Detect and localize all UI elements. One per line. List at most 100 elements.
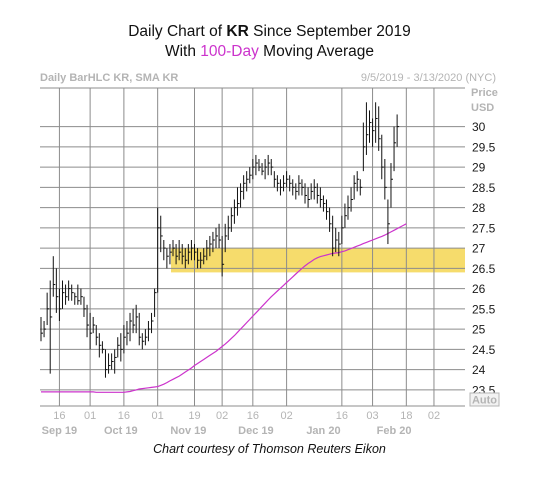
subtitle-accent: 100-Day: [200, 43, 259, 60]
price-bar: [249, 167, 252, 184]
price-bar: [200, 252, 203, 269]
price-bar: [224, 223, 228, 253]
price-bar: [187, 244, 191, 265]
price-bar: [304, 183, 308, 204]
currency-label: USD: [471, 102, 494, 114]
price-bar: [212, 231, 215, 253]
price-bar: [144, 329, 148, 346]
price-bar: [375, 102, 378, 143]
price-bar: [178, 240, 182, 261]
price-bar: [135, 304, 139, 334]
price-bar: [61, 280, 65, 309]
price-bar: [132, 308, 136, 334]
price-bar: [184, 248, 188, 269]
x-day-label: 16: [53, 410, 65, 422]
price-bar: [160, 215, 163, 253]
price-bar: [80, 288, 83, 305]
x-day-label: 02: [280, 410, 292, 422]
price-bar: [55, 268, 59, 313]
price-bar: [117, 337, 120, 358]
subtitle-prefix: With: [164, 43, 201, 60]
price-bar: [353, 175, 357, 200]
price-chart[interactable]: Daily BarHLC KR, SMA KR 9/5/2019 - 3/13/…: [0, 0, 539, 440]
price-bar: [83, 296, 86, 317]
price-bar: [276, 175, 280, 192]
price-bar: [129, 312, 133, 342]
price-bar: [338, 231, 341, 257]
price-bar: [221, 235, 225, 277]
price-bar: [240, 183, 243, 208]
price-bar: [154, 288, 157, 317]
price-bar: [319, 187, 323, 208]
price-bar: [163, 240, 166, 261]
price-bar: [43, 321, 47, 338]
x-month-label: Oct 19: [104, 425, 138, 437]
y-tick-label: 24: [472, 363, 486, 377]
price-bar: [365, 102, 369, 155]
price-bar: [104, 349, 108, 378]
price-bar: [190, 240, 194, 261]
price-bar: [381, 134, 384, 180]
y-tick-label: 25: [472, 323, 486, 337]
title-prefix: Daily Chart of: [128, 23, 227, 40]
price-bar: [359, 179, 363, 196]
x-day-label: 01: [152, 410, 164, 422]
x-month-label: Nov 19: [170, 425, 206, 437]
y-tick-label: 29: [472, 161, 486, 175]
price-bar: [322, 195, 326, 212]
price-bar: [157, 207, 160, 293]
price-bar: [295, 183, 298, 200]
price-bar: [286, 171, 289, 188]
price-bar: [246, 171, 249, 192]
auto-scale-button[interactable]: Auto: [469, 392, 500, 407]
price-bar: [89, 312, 93, 350]
price-bar: [316, 183, 320, 204]
price-bar: [123, 325, 126, 354]
price-bar: [111, 353, 114, 370]
x-day-label: 19: [188, 410, 200, 422]
price-bar: [120, 333, 123, 362]
price-bar: [387, 199, 390, 245]
price-bar: [49, 280, 53, 374]
x-day-label: 16: [118, 410, 130, 422]
price-bar: [172, 240, 176, 257]
price-bar: [396, 114, 400, 147]
price-bar: [126, 321, 129, 346]
sma-line: [41, 223, 407, 393]
price-bar: [68, 280, 71, 301]
price-bar: [378, 106, 381, 151]
price-bar: [40, 316, 43, 342]
auto-button-label[interactable]: Auto: [472, 395, 497, 407]
price-bar: [347, 195, 350, 220]
auto-button-frame[interactable]: [469, 392, 500, 407]
chart-header-left: Daily BarHLC KR, SMA KR: [40, 72, 178, 84]
price-bar: [230, 207, 234, 232]
price-bar: [372, 118, 375, 147]
x-day-label: 16: [247, 410, 259, 422]
price-bar: [108, 353, 111, 374]
y-tick-label: 25.5: [472, 302, 496, 316]
price-bar: [209, 235, 212, 257]
x-day-label: 02: [216, 410, 228, 422]
x-month-label: Sep 19: [42, 425, 77, 437]
price-bar: [390, 163, 393, 208]
y-tick-label: 27: [472, 242, 486, 256]
y-tick-label: 26.5: [472, 262, 496, 276]
price-bar: [233, 199, 237, 224]
y-tick-label: 29.5: [472, 140, 496, 154]
price-bar: [335, 227, 338, 253]
title-suffix: Since September 2019: [248, 23, 411, 40]
price-bar: [65, 284, 68, 305]
subtitle-suffix: Moving Average: [258, 43, 375, 60]
y-tick-label: 30: [472, 120, 486, 134]
x-month-label: Jan 20: [306, 425, 340, 437]
price-bar: [194, 244, 197, 261]
price-bar: [98, 333, 102, 358]
price-bar: [393, 126, 397, 172]
x-day-label: 01: [84, 410, 96, 422]
x-month-label: Feb 20: [377, 425, 412, 437]
chart-credit: Chart courtesy of Thomson Reuters Eikon: [153, 442, 386, 456]
chart-title: Daily Chart of KR Since September 2019 W…: [0, 22, 539, 62]
price-bar: [86, 304, 90, 338]
price-bar: [92, 316, 96, 334]
